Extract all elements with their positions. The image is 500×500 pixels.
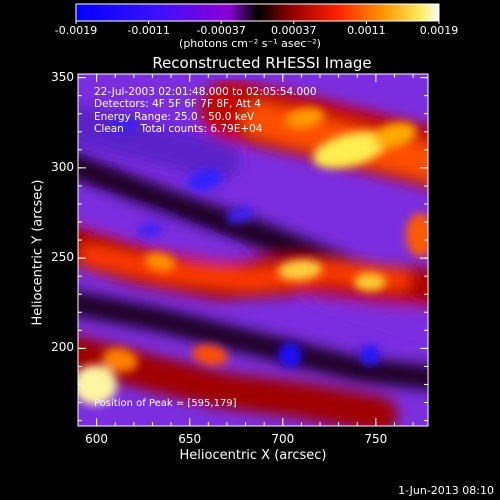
heatmap-low xyxy=(138,222,162,238)
colorbar-tick-label: -0.00037 xyxy=(196,24,246,37)
heatmap-orange-band xyxy=(80,245,410,290)
heatmap-low xyxy=(187,169,223,191)
heatmap-dark-band xyxy=(78,291,428,390)
footer-date: 1-Jun-2013 08:10 xyxy=(398,484,494,497)
y-axis-label: Heliocentric Y (arcsec) xyxy=(30,179,46,326)
heatmap-hotspot xyxy=(102,347,138,373)
heatmap-hotspot xyxy=(354,273,386,291)
heatmap-hotspot xyxy=(373,122,417,148)
y-tick-label: 200 xyxy=(51,340,74,355)
chart-title: Reconstructed RHESSI Image xyxy=(152,54,372,72)
heatmap-hotspot xyxy=(313,131,387,169)
colorbar-tick-label: 0.0011 xyxy=(347,24,386,37)
heatmap-low xyxy=(278,343,302,367)
annotation-time: 22-Jul-2003 02:01:48.000 to 02:05:54.000 xyxy=(94,86,317,98)
colorbar-tick-label: -0.0019 xyxy=(54,24,98,37)
annotation-counts: Clean Total counts: 6.79E+04 xyxy=(94,122,263,135)
x-tick-label: 600 xyxy=(85,432,109,446)
heatmap-hotspot xyxy=(192,344,228,366)
heatmap-hotspot xyxy=(144,252,176,272)
x-tick-label: 750 xyxy=(364,432,388,446)
heatmap-hotspot xyxy=(278,259,322,281)
annotation-block: 22-Jul-2003 02:01:48.000 to 02:05:54.000… xyxy=(94,86,317,135)
colorbar-units: (photons cm⁻² s⁻¹ asec⁻²) xyxy=(179,37,321,50)
heatmap-low xyxy=(360,345,380,365)
x-tick-label: 650 xyxy=(178,432,202,446)
colorbar-gradient xyxy=(75,3,440,22)
y-tick-label: 250 xyxy=(51,250,74,265)
x-axis-label: Heliocentric X (arcsec) xyxy=(179,448,327,463)
heatmap-peak-hotspot xyxy=(78,365,117,405)
annotation-energy: Energy Range: 25.0 - 50.0 keV xyxy=(94,110,255,123)
colorbar-tick-label: 0.00037 xyxy=(271,24,317,37)
annotation-detectors: Detectors: 4F 5F 6F 7F 8F, Att 4 xyxy=(94,98,261,111)
heatmap-low xyxy=(226,206,254,224)
heatmap-purple-band xyxy=(78,103,240,180)
heatmap-hotspot xyxy=(285,107,325,129)
peak-position-label: Position of Peak = [595,179] xyxy=(94,398,237,409)
colorbar-tick-label: 0.0019 xyxy=(419,24,459,37)
heatmap-low xyxy=(111,116,139,134)
plot-frame xyxy=(77,73,429,427)
colorbar-tick-label: -0.0011 xyxy=(127,24,170,37)
y-tick-label: 350 xyxy=(51,69,74,84)
y-tick-label: 300 xyxy=(51,159,74,174)
heatmap-hotspot xyxy=(406,213,428,257)
colorbar xyxy=(75,3,440,24)
x-tick-label: 700 xyxy=(271,432,295,446)
